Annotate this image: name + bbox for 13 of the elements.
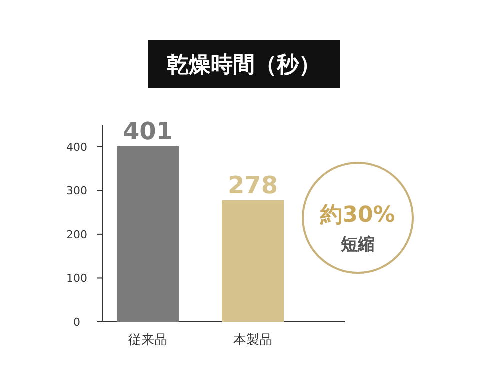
y-tick-label: 0 (74, 316, 80, 329)
data-label: 278 (228, 171, 278, 200)
y-tick-label: 200 (66, 228, 88, 242)
annotation: 短縮 (340, 235, 375, 255)
x-tick-label: 従来品 (128, 333, 168, 348)
x-tick-label: 本製品 (234, 333, 272, 348)
annotation: 約30% (320, 203, 396, 228)
y-tick-label: 300 (66, 184, 88, 198)
chart-title: 乾燥時間（秒） (167, 53, 321, 78)
data-label: 401 (122, 117, 174, 146)
y-tick-label: 100 (66, 272, 88, 286)
title: 乾燥時間（秒） (148, 40, 340, 88)
y-tick-label: 400 (66, 140, 88, 154)
